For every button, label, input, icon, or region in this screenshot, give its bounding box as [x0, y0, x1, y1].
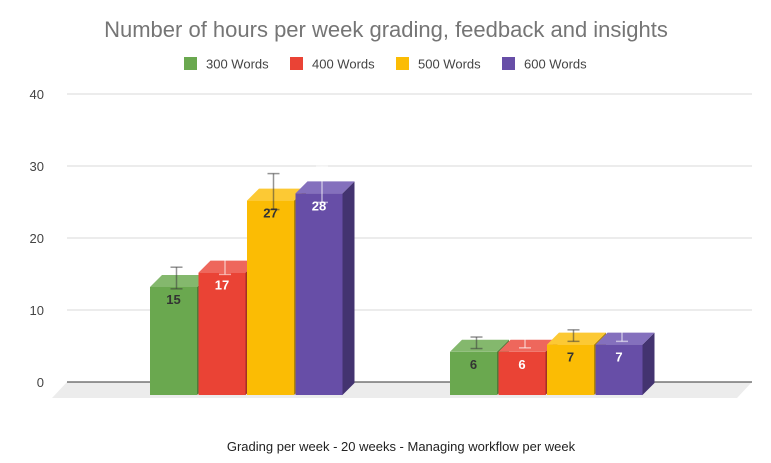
error-bar-1-0: [219, 252, 231, 276]
legend-label-1: 400 Words: [312, 57, 375, 72]
legend: 300 Words 400 Words 500 Words 600 Words: [184, 57, 587, 72]
bars: 15 6 17 6 27 7 28 7: [150, 165, 655, 395]
error-bar-3-0: [316, 165, 328, 204]
legend-swatch-0: [184, 57, 197, 70]
chart-title: Number of hours per week grading, feedba…: [104, 17, 668, 42]
bar-side-3-1: [642, 332, 655, 395]
y-tick-label-20: 20: [30, 231, 44, 246]
bar-side-3-0: [342, 181, 355, 395]
data-label-1-1: 6: [518, 357, 525, 372]
error-bar-3-1: [616, 329, 628, 343]
data-label-3-0: 28: [312, 198, 326, 213]
bar-3-0: [295, 193, 343, 395]
legend-label-3: 600 Words: [524, 57, 587, 72]
legend-label-2: 500 Words: [418, 57, 481, 72]
bar-1-0: [198, 272, 246, 395]
bar-top-0-0: [150, 275, 209, 287]
bar-top-3-0: [295, 181, 355, 194]
y-tick-label-30: 30: [30, 159, 44, 174]
legend-swatch-3: [502, 57, 515, 70]
legend-swatch-1: [290, 57, 303, 70]
data-label-3-1: 7: [615, 350, 622, 365]
bar-top-2-0: [247, 188, 306, 201]
data-label-0-0: 15: [166, 292, 180, 307]
data-label-1-0: 17: [215, 278, 229, 293]
error-bar-2-0: [267, 172, 280, 211]
y-tick-label-10: 10: [30, 303, 44, 318]
y-tick-label-40: 40: [30, 87, 44, 102]
bar-0-0: [150, 287, 197, 395]
bar-1-1: [498, 351, 546, 395]
data-label-2-0: 27: [263, 206, 277, 221]
bar-top-2-1: [547, 332, 606, 345]
y-tick-label-0: 0: [37, 375, 44, 390]
bar-top-0-1: [450, 339, 509, 352]
legend-label-0: 300 Words: [206, 57, 269, 72]
error-bar-2-1: [567, 329, 580, 343]
data-label-2-1: 7: [567, 350, 574, 365]
error-bar-0-1: [470, 336, 483, 350]
bar-0-1: [450, 351, 497, 395]
error-bar-1-1: [519, 337, 531, 349]
bar-2-0: [247, 200, 294, 395]
bar-top-1-1: [498, 339, 558, 352]
bar-top-1-0: [198, 260, 258, 273]
bar-3-1: [595, 344, 643, 395]
error-bar-0-0: [170, 266, 183, 290]
bar-2-1: [547, 344, 594, 395]
bar-top-3-1: [595, 332, 655, 345]
x-axis-label: Grading per week - 20 weeks - Managing w…: [227, 439, 576, 454]
legend-swatch-2: [396, 57, 409, 70]
data-label-0-1: 6: [470, 357, 477, 372]
